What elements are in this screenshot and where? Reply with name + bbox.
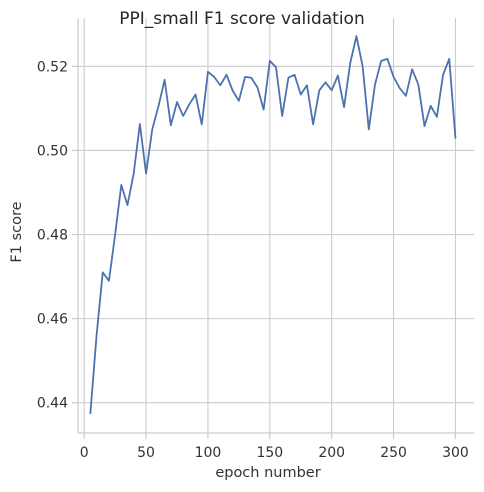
x-tick-label: 50 [137, 445, 155, 461]
x-tick-label: 150 [256, 445, 283, 461]
axes-spines [77, 18, 474, 434]
x-axis-label: epoch number [215, 465, 320, 481]
y-tick-label: 0.46 [37, 312, 68, 328]
y-tick-label: 0.50 [37, 143, 68, 159]
f1-score-series-line [89, 35, 457, 415]
x-tick-label: 0 [80, 445, 89, 461]
x-tick-label: 250 [380, 445, 407, 461]
x-tick-label: 300 [442, 445, 469, 461]
y-tick-label: 0.44 [37, 396, 68, 412]
y-tick-label: 0.52 [37, 59, 68, 75]
x-tick-label: 200 [318, 445, 345, 461]
y-tick-label: 0.48 [37, 228, 68, 244]
x-tick-label: 100 [195, 445, 222, 461]
chart-title: PPI_small F1 score validation [119, 9, 364, 29]
series-layer [89, 35, 457, 415]
ticks: 0 50 100 150 200 250 300 0.44 0.46 0.48 0.50 0.52 [37, 59, 469, 461]
y-axis-label: F1 score [9, 201, 25, 262]
gridlines [78, 18, 474, 433]
